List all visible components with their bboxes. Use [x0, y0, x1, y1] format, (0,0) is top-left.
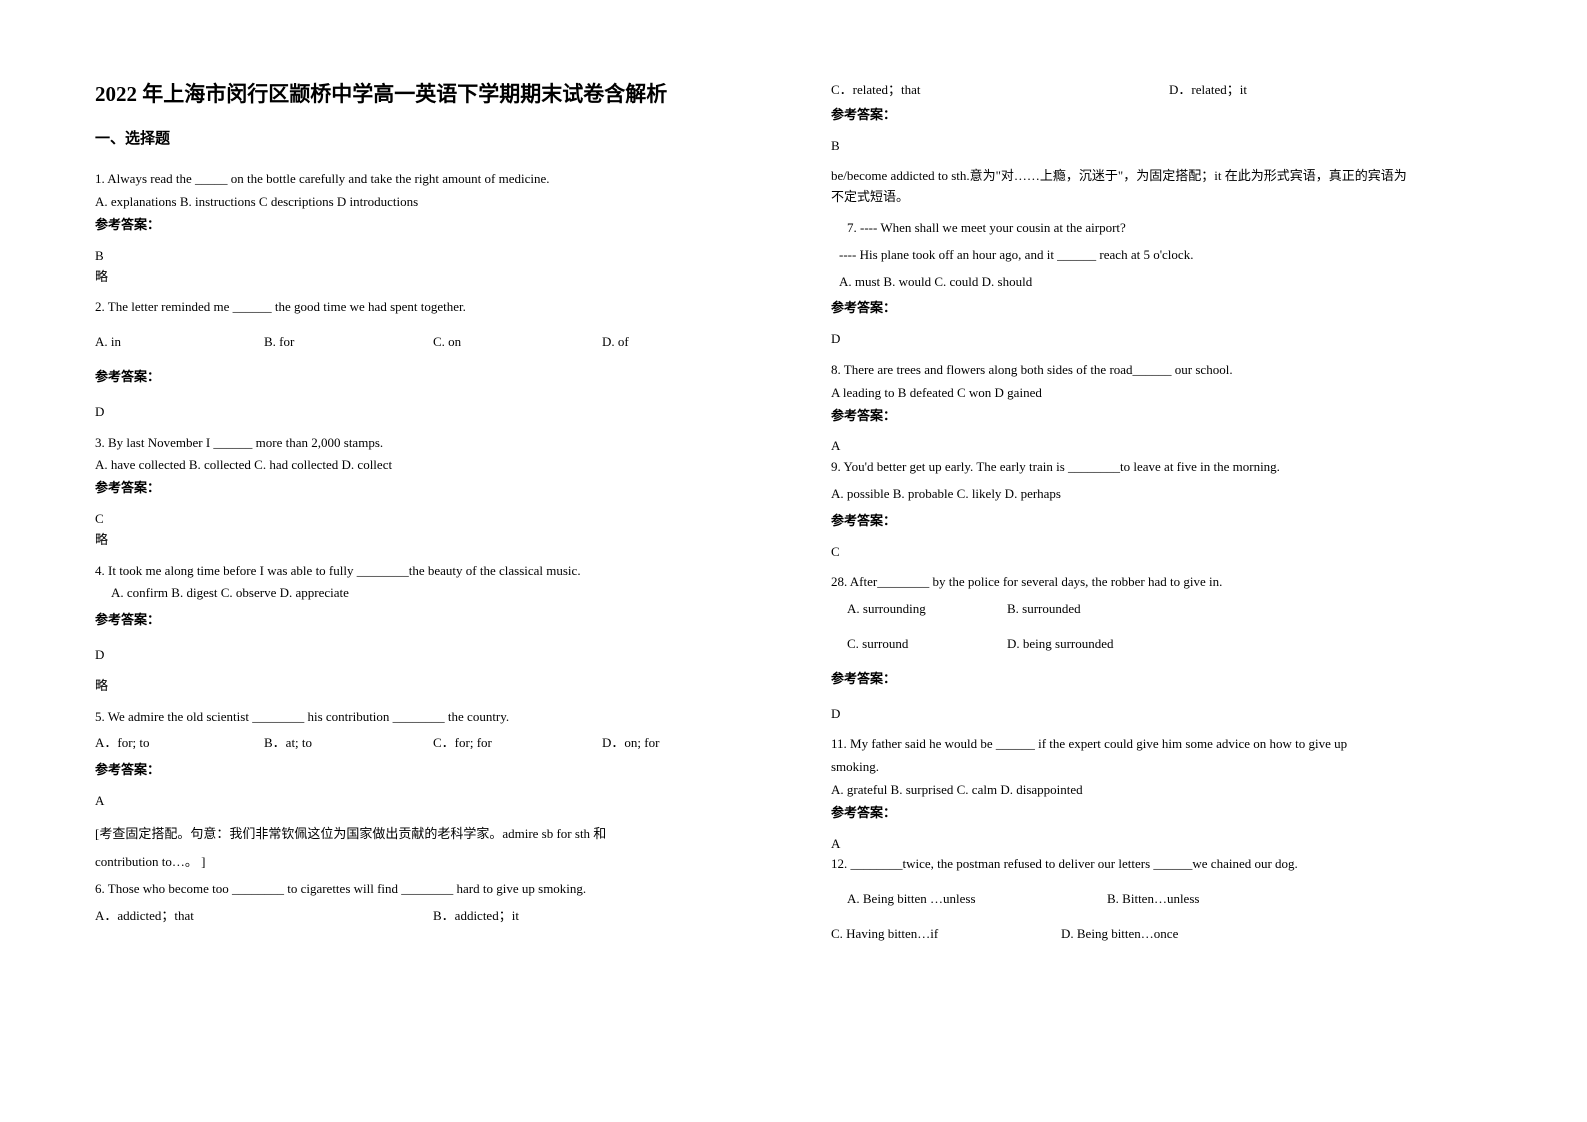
q9-answer-label: 参考答案： [831, 511, 1507, 532]
q3-stem: 3. By last November I ______ more than 2… [95, 433, 771, 454]
q2-opt-a: A. in [95, 332, 264, 353]
q10-opt-c: C. surround [847, 634, 1007, 655]
q10-opt-b: B. surrounded [1007, 599, 1081, 620]
q4-answer: D [95, 645, 771, 666]
q6-explain-1: be/become addicted to sth.意为"对……上瘾，沉迷于"，… [831, 166, 1507, 187]
q2-opt-c: C. on [433, 332, 602, 353]
right-column: C．related；that D．related；it 参考答案： B be/b… [811, 80, 1527, 1082]
q6-opt-a: A．addicted；that [95, 906, 433, 927]
q9-answer: C [831, 542, 1507, 563]
q10-opt-a: A. surrounding [847, 599, 1007, 620]
q2-answer: D [95, 402, 771, 423]
section-heading: 一、选择题 [95, 127, 771, 151]
q1-note: 略 [95, 267, 771, 288]
q8-stem: 8. There are trees and flowers along bot… [831, 360, 1507, 381]
q6-answer-label: 参考答案： [831, 105, 1507, 126]
q4-options: A. confirm B. digest C. observe D. appre… [95, 583, 771, 604]
q10-options-row2: C. surround D. being surrounded [831, 634, 1507, 655]
q1-stem: 1. Always read the _____ on the bottle c… [95, 169, 771, 190]
exam-title: 2022 年上海市闵行区颛桥中学高一英语下学期期末试卷含解析 [95, 80, 771, 109]
q6-opt-b: B．addicted；it [433, 906, 771, 927]
q2-options: A. in B. for C. on D. of [95, 332, 771, 353]
q5-opt-b: B．at; to [264, 733, 433, 754]
q3-answer-label: 参考答案： [95, 478, 771, 499]
q5-opt-a: A．for; to [95, 733, 264, 754]
q11-stem-1: 11. My father said he would be ______ if… [831, 734, 1507, 755]
q1-answer-label: 参考答案： [95, 215, 771, 236]
q1-answer: B [95, 246, 771, 267]
q5-stem: 5. We admire the old scientist ________ … [95, 707, 771, 728]
q5-options: A．for; to B．at; to C．for; for D．on; for [95, 733, 771, 754]
q11-stem-2: smoking. [831, 757, 1507, 778]
q10-options-row1: A. surrounding B. surrounded [831, 599, 1507, 620]
q3-note: 略 [95, 530, 771, 551]
q11-options: A. grateful B. surprised C. calm D. disa… [831, 780, 1507, 801]
q7-stem-1: 7. ---- When shall we meet your cousin a… [831, 218, 1507, 239]
q12-opt-c: C. Having bitten…if [831, 924, 1061, 945]
q2-stem: 2. The letter reminded me ______ the goo… [95, 297, 771, 318]
q7-options: A. must B. would C. could D. should [831, 272, 1507, 293]
q10-opt-d: D. being surrounded [1007, 634, 1114, 655]
q5-answer-label: 参考答案： [95, 760, 771, 781]
q4-stem: 4. It took me along time before I was ab… [95, 561, 771, 582]
q6-explain-2: 不定式短语。 [831, 187, 1507, 208]
q3-options: A. have collected B. collected C. had co… [95, 455, 771, 476]
q10-stem: 28. After________ by the police for seve… [831, 572, 1507, 593]
q1-options: A. explanations B. instructions C descri… [95, 192, 771, 213]
q9-stem: 9. You'd better get up early. The early … [831, 457, 1507, 478]
q6-answer: B [831, 136, 1507, 157]
q6-opt-c: C．related；that [831, 80, 1169, 101]
q7-answer-label: 参考答案： [831, 298, 1507, 319]
q5-opt-c: C．for; for [433, 733, 602, 754]
q12-stem: 12. ________twice, the postman refused t… [831, 854, 1507, 875]
q6-opt-d: D．related；it [1169, 80, 1507, 101]
q12-options-row1: A. Being bitten …unless B. Bitten…unless [831, 889, 1507, 910]
q11-answer: A [831, 834, 1507, 855]
left-column: 2022 年上海市闵行区颛桥中学高一英语下学期期末试卷含解析 一、选择题 1. … [95, 80, 811, 1082]
q4-note: 略 [95, 676, 771, 697]
q12-opt-d: D. Being bitten…once [1061, 924, 1178, 945]
q5-explain-2: contribution to…。 ] [95, 850, 771, 875]
q6-options-row2: C．related；that D．related；it [831, 80, 1507, 101]
q4-answer-label: 参考答案： [95, 610, 771, 631]
q6-stem: 6. Those who become too ________ to ciga… [95, 879, 771, 900]
q7-stem-2: ---- His plane took off an hour ago, and… [831, 245, 1507, 266]
q12-opt-b: B. Bitten…unless [1107, 889, 1199, 910]
q11-answer-label: 参考答案： [831, 803, 1507, 824]
q7-answer: D [831, 329, 1507, 350]
q9-options: A. possible B. probable C. likely D. per… [831, 484, 1507, 505]
q8-options: A leading to B defeated C won D gained [831, 383, 1507, 404]
q2-opt-d: D. of [602, 332, 771, 353]
q2-answer-label: 参考答案： [95, 367, 771, 388]
q8-answer-label: 参考答案： [831, 406, 1507, 427]
q12-options-row2: C. Having bitten…if D. Being bitten…once [831, 924, 1507, 945]
q5-answer: A [95, 791, 771, 812]
q5-explain-1: [考查固定搭配。句意：我们非常钦佩这位为国家做出贡献的老科学家。admire s… [95, 822, 771, 847]
q2-opt-b: B. for [264, 332, 433, 353]
q3-answer: C [95, 509, 771, 530]
q8-answer: A [831, 436, 1507, 457]
q6-options-row1: A．addicted；that B．addicted；it [95, 906, 771, 927]
q5-opt-d: D．on; for [602, 733, 771, 754]
q10-answer: D [831, 704, 1507, 725]
q12-opt-a: A. Being bitten …unless [847, 889, 1107, 910]
q10-answer-label: 参考答案： [831, 669, 1507, 690]
